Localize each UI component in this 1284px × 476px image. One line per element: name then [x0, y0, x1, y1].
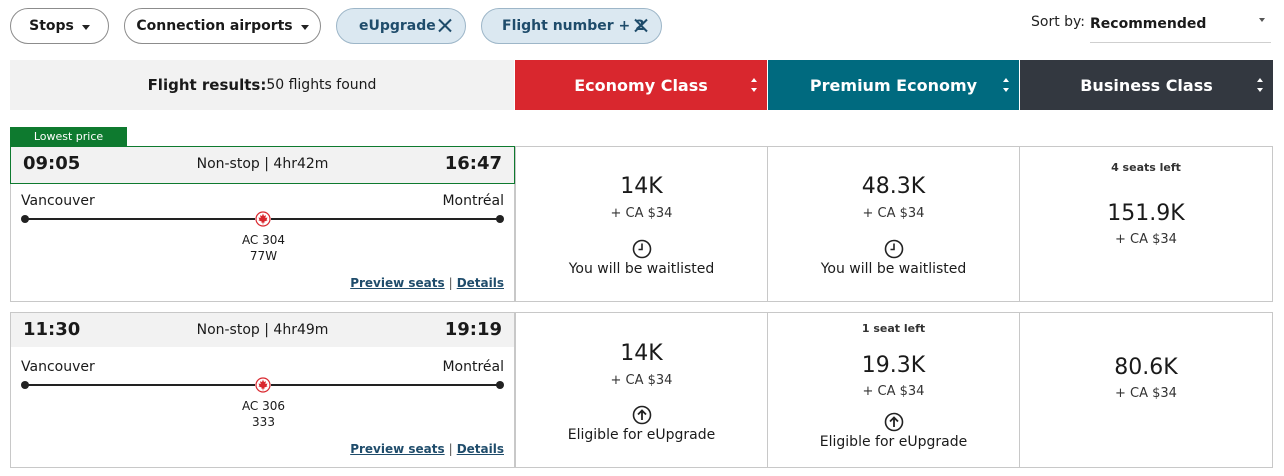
fare-points: 14K: [620, 341, 663, 366]
premium-economy-header[interactable]: Premium Economy: [768, 60, 1019, 110]
connection-airports-filter-button[interactable]: Connection airports: [124, 8, 321, 44]
fare-cell-economy[interactable]: 14K + CA $34 You will be waitlisted: [515, 146, 768, 302]
fare-cash: + CA $34: [610, 373, 673, 388]
destination-city: Montréal: [442, 193, 504, 209]
preview-seats-link[interactable]: Preview seats: [350, 276, 445, 290]
fare-cell-premium[interactable]: 48.3K + CA $34 You will be waitlisted: [767, 146, 1020, 302]
destination-dot: [496, 381, 504, 389]
details-link[interactable]: Details: [456, 442, 504, 456]
aircraft-type: 333: [252, 415, 275, 429]
fare-cell-business[interactable]: 80.6K + CA $34: [1019, 312, 1273, 468]
departure-time: 09:05: [23, 153, 81, 174]
flight-number-filter-chip[interactable]: Flight number + 2: [481, 8, 662, 44]
arrival-time: 19:19: [444, 319, 502, 340]
maple-leaf-icon: [255, 211, 271, 227]
sort-select[interactable]: Recommended: [1090, 6, 1271, 43]
fare-cash: + CA $34: [862, 384, 925, 399]
close-icon[interactable]: [437, 17, 453, 35]
sort-by-label: Sort by:: [1031, 14, 1086, 30]
fare-note: You will be waitlisted: [820, 261, 967, 277]
fare-points: 151.9K: [1107, 201, 1185, 226]
fare-note: You will be waitlisted: [568, 261, 715, 277]
fare-cell-premium[interactable]: 1 seat left 19.3K + CA $34 Eligible for …: [767, 312, 1020, 468]
fare-points: 14K: [620, 174, 663, 199]
fare-note: Eligible for eUpgrade: [819, 434, 968, 450]
preview-seats-link[interactable]: Preview seats: [350, 442, 445, 456]
sort-arrows-icon: [1003, 78, 1011, 92]
fare-cash: + CA $34: [1115, 386, 1177, 401]
sort-arrows-icon: [1257, 78, 1265, 92]
economy-class-header[interactable]: Economy Class: [515, 60, 767, 110]
origin-dot: [21, 215, 29, 223]
flight-links: Preview seats | Details: [350, 276, 504, 290]
cabin-label: Premium Economy: [809, 75, 978, 95]
fare-cash: + CA $34: [610, 206, 673, 221]
close-icon[interactable]: [633, 17, 649, 35]
fare-points: 48.3K: [861, 174, 926, 199]
flight-summary: Non-stop | 4hr42m: [196, 156, 329, 172]
clock-icon: [632, 239, 651, 259]
fare-cash: + CA $34: [862, 206, 925, 221]
flight-time-bar: 09:05 Non-stop | 4hr42m 16:47: [10, 146, 515, 184]
chip-label: Flight number + 2: [502, 18, 645, 34]
upgrade-arrow-icon: [884, 412, 903, 432]
flight-number: AC 304: [241, 233, 286, 247]
arrival-time: 16:47: [444, 153, 502, 174]
flight-info-card: 11:30 Non-stop | 4hr49m 19:19 Vancouver …: [10, 312, 515, 468]
origin-dot: [21, 381, 29, 389]
seats-left: 4 seats left: [1111, 161, 1181, 174]
fare-cell-economy[interactable]: 14K + CA $34 Eligible for eUpgrade: [515, 312, 768, 468]
results-label: Flight results:: [147, 76, 267, 94]
details-link[interactable]: Details: [456, 276, 504, 290]
connection-airports-filter-label: Connection airports: [136, 18, 293, 34]
sort-arrows-icon: [751, 78, 759, 92]
flight-links: Preview seats | Details: [350, 442, 504, 456]
flight-number: AC 306: [241, 399, 286, 413]
destination-city: Montréal: [442, 359, 504, 375]
fare-note: Eligible for eUpgrade: [567, 427, 716, 443]
aircraft-type: 77W: [249, 249, 278, 263]
stops-filter-button[interactable]: Stops: [10, 8, 109, 44]
flight-info-card: 09:05 Non-stop | 4hr42m 16:47 Vancouver …: [10, 146, 515, 302]
departure-time: 11:30: [23, 319, 81, 340]
results-count: 50 flights found: [266, 77, 377, 93]
destination-dot: [496, 215, 504, 223]
seats-left: 1 seat left: [861, 322, 926, 335]
stops-filter-label: Stops: [29, 18, 74, 34]
origin-city: Vancouver: [21, 193, 95, 209]
fare-points: 19.3K: [861, 353, 926, 378]
maple-leaf-icon: [255, 377, 271, 393]
flight-results-header: Flight results: 50 flights found: [10, 60, 514, 110]
clock-icon: [884, 239, 903, 259]
cabin-label: Business Class: [1080, 75, 1213, 95]
chevron-down-icon: [1259, 18, 1265, 22]
sort-selected-value: Recommended: [1090, 16, 1207, 32]
caret-down-icon: [81, 24, 90, 30]
eupgrade-filter-chip[interactable]: eUpgrade: [336, 8, 466, 44]
origin-city: Vancouver: [21, 359, 95, 375]
fare-cash: + CA $34: [1115, 232, 1177, 247]
lowest-price-badge: Lowest price: [10, 127, 127, 146]
business-class-header[interactable]: Business Class: [1020, 60, 1273, 110]
fare-points: 80.6K: [1114, 355, 1178, 380]
cabin-label: Economy Class: [574, 75, 708, 95]
caret-down-icon: [300, 24, 309, 30]
chip-label: eUpgrade: [359, 18, 436, 34]
upgrade-arrow-icon: [632, 405, 651, 425]
flight-summary: Non-stop | 4hr49m: [196, 322, 329, 338]
flight-time-bar: 11:30 Non-stop | 4hr49m 19:19: [11, 313, 514, 347]
fare-cell-business[interactable]: 4 seats left 151.9K + CA $34: [1019, 146, 1273, 302]
